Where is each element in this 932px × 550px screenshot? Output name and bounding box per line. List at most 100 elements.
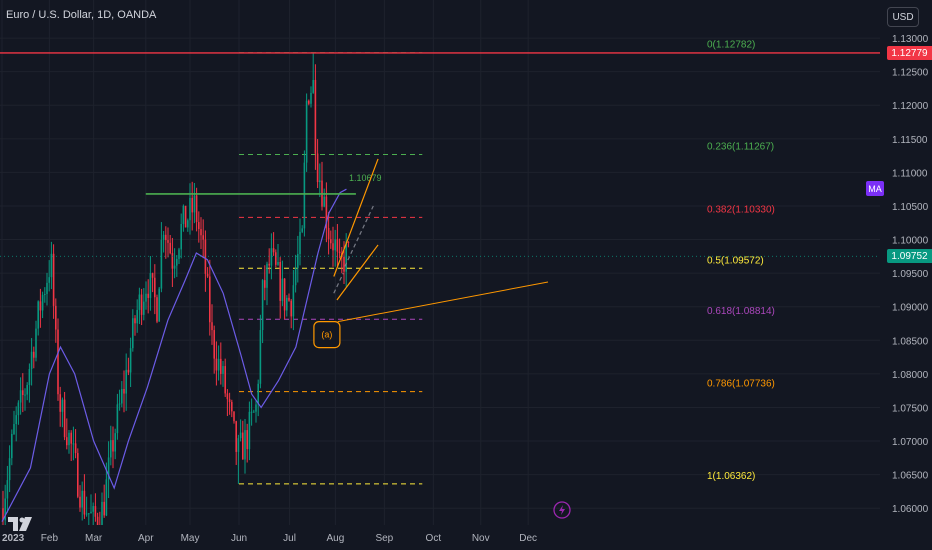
candle-body [149,273,152,298]
drawing-tools[interactable]: 1.10679 (a) [0,52,880,519]
time-axis[interactable]: 2023 Feb Mar Apr May Jun Jul Aug Sep Oct Nov Dec [0,525,880,550]
candle-body [114,433,116,452]
fib-level-label: 0.236(1.11267) [707,141,774,152]
candle-body [248,411,251,450]
fibonacci-retracement[interactable]: 0(1.12782) 0.236(1.11267) 0.382(1.10330) 0.… [239,40,775,485]
candle-body [297,254,299,269]
candle-body [345,241,347,272]
candle-body [294,268,297,286]
candle-body [90,511,92,514]
candle-body [160,239,163,289]
fib-level-label: 1(1.06362) [707,471,755,482]
candle-body [206,273,209,277]
moving-average-series [1,188,347,522]
candle-body [59,394,61,412]
candle-body [228,399,231,402]
candle-body [182,205,185,224]
candle-body [85,513,88,515]
candle-body [303,162,306,229]
candle-body [266,263,268,288]
candle-body [198,222,200,230]
candle-body [11,434,13,459]
candle-body [74,443,77,454]
candle-body [30,351,33,369]
candle-body [272,248,275,253]
candle-body [132,318,134,349]
channel-trend-line [336,244,379,301]
candle-body [37,301,39,329]
candle-body [68,432,70,446]
candle-body [50,253,53,278]
candle-body [195,195,198,223]
candle-body [275,252,277,265]
currency-button[interactable]: USD [887,7,919,27]
symbol-title[interactable]: Euro / U.S. Dollar, 1D, OANDA [6,9,157,21]
fib-level-label: 0.618(1.08814) [707,306,775,317]
time-axis-label: Dec [519,533,537,544]
candle-body [242,432,244,460]
time-axis-label: May [181,533,200,544]
resistance-price-tag: 1.12779 [887,46,932,60]
time-axis-label: Sep [375,533,393,544]
candle-body [176,258,178,266]
candle-body [110,440,112,458]
price-axis-label: 1.07000 [892,437,929,448]
candle-body [118,403,121,405]
time-axis-label: Oct [426,533,442,544]
candle-body [184,205,187,228]
candle-body [134,318,136,324]
candle-body [17,402,20,416]
candle-body [305,100,308,163]
candle-body [112,440,114,452]
candle-body [332,243,334,251]
indicator-badge[interactable]: MA [866,181,884,196]
candle-body [35,328,37,358]
tradingview-logo-icon[interactable] [6,515,36,533]
candle-body [143,301,145,315]
candle-body [8,458,11,481]
candle-body [257,383,259,405]
candle-body [277,262,279,265]
fib-level-label: 0.382(1.10330) [707,204,775,215]
candle-body [244,430,246,460]
time-axis-label: Feb [41,533,59,544]
candle-body [121,388,123,404]
candle-body [213,330,215,359]
candle-body [347,241,350,243]
candle-body [338,251,341,254]
fib-level-label: 0(1.12782) [707,40,755,51]
candle-body [202,235,204,240]
moving-average-line [1,188,347,522]
candle-body [281,278,284,301]
candle-body [107,457,110,480]
price-axis-bg [880,0,932,550]
candle-body [233,411,235,422]
candle-body [140,294,143,315]
candle-body [268,263,270,266]
candle-body [246,430,248,450]
candle-body [226,393,229,400]
candle-body [162,234,165,240]
price-axis[interactable]: 1.13000 1.12500 1.12000 1.11500 1.11000 1.105… [880,0,932,550]
candle-body [310,92,312,104]
candle-body [253,411,255,413]
price-axis-label: 1.08000 [892,370,929,381]
lightning-glyph [559,505,565,515]
candle-body [215,358,218,371]
candle-body [92,506,94,512]
time-axis-label: Apr [138,533,154,544]
candle-body [204,239,207,274]
price-axis-label: 1.06500 [892,471,929,482]
candle-body [79,496,81,508]
candle-body [26,385,28,395]
price-axis-label: 1.10500 [892,202,929,213]
candle-body [129,348,132,373]
candle-body [193,195,196,213]
channel-trend-line [333,272,344,294]
candle-body [167,240,169,243]
candle-body [209,276,211,323]
annotation-box [313,320,341,349]
candle-body [147,293,149,298]
candle-body [105,479,108,516]
